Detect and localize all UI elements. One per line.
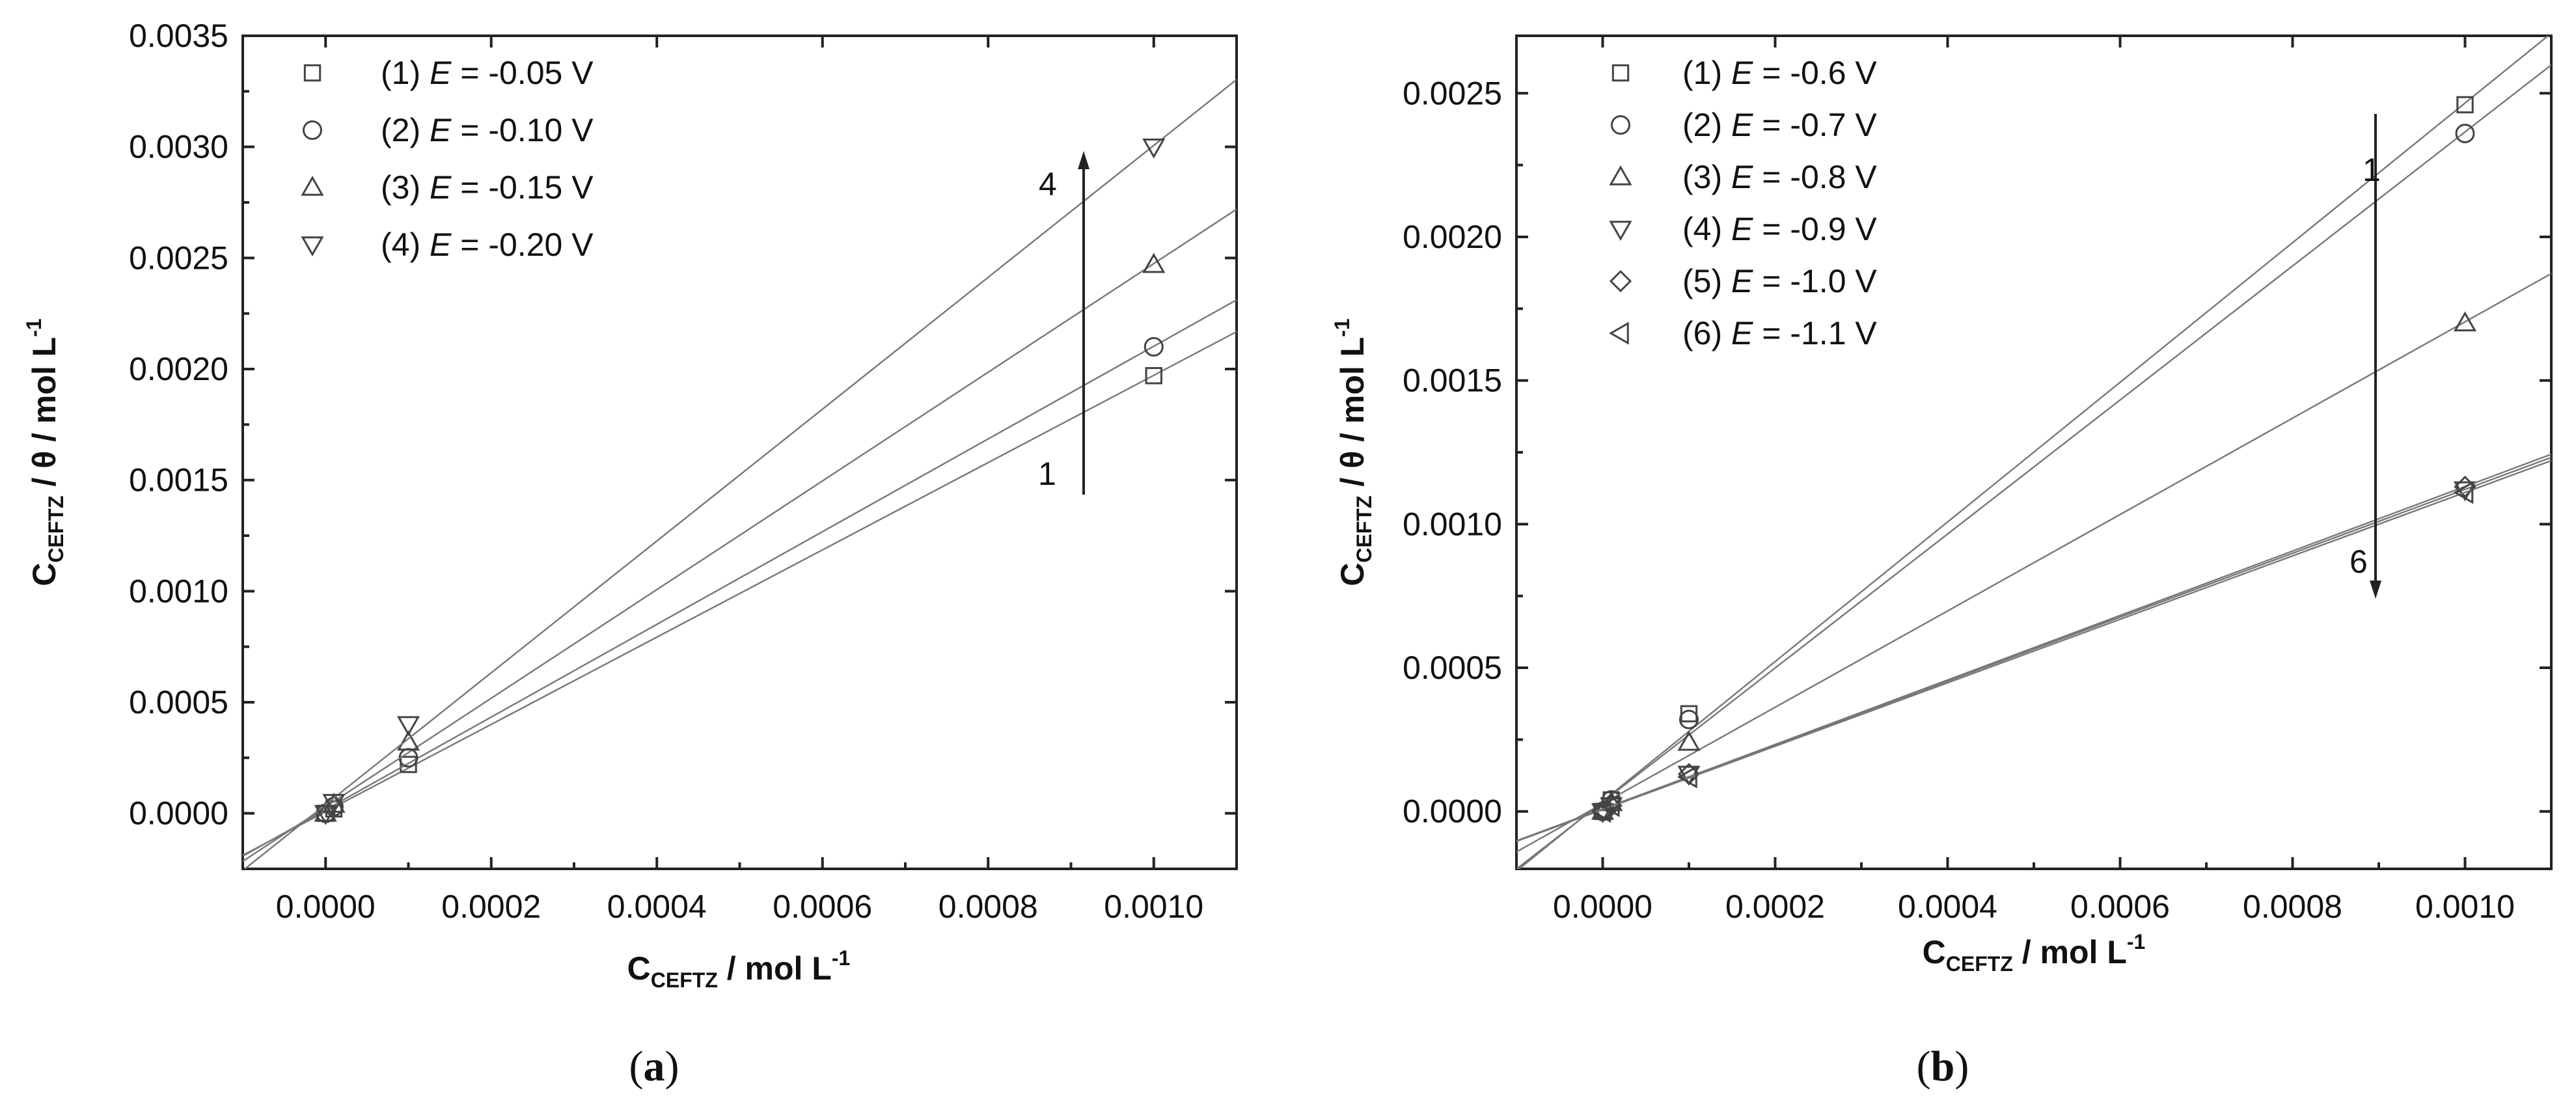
y-tick-label: 0.0025	[129, 240, 228, 276]
panel-label: (a)	[629, 1043, 679, 1090]
legend-marker-3	[1609, 165, 1632, 185]
y-tick-label: 0.0035	[129, 18, 228, 54]
fit-line-1	[243, 331, 1237, 856]
arrow-label-bottom: 6	[2350, 543, 2368, 580]
legend-marker-5	[1609, 269, 1632, 293]
x-tick-label: 0.0010	[2415, 888, 2515, 925]
legend-entry-2: (2) E = -0.7 V	[1682, 107, 1877, 143]
data-point-s4	[322, 793, 346, 814]
y-axis-title: CCEFTZ / θ / mol L-1	[22, 318, 68, 586]
y-tick-label: 0.0005	[1403, 650, 1502, 686]
fit-line-4	[243, 79, 1237, 869]
x-tick-label: 0.0008	[939, 888, 1038, 925]
legend-marker-2	[303, 120, 322, 140]
data-point-s2	[1144, 336, 1164, 357]
panel-label: (b)	[1917, 1043, 1969, 1090]
y-tick-label: 0.0000	[1403, 793, 1502, 830]
arrow-label-top: 4	[1039, 166, 1057, 202]
legend-marker-1	[1611, 64, 1630, 82]
fit-line-1	[1518, 36, 2550, 869]
fit-line-3	[1516, 273, 2551, 853]
x-tick-label: 0.0008	[2243, 888, 2342, 925]
data-point-s1	[2456, 96, 2474, 114]
arrow-label-bottom: 1	[1038, 456, 1056, 492]
fit-line-3	[243, 208, 1237, 862]
panel-b: 0.0000 0.0002 0.0004 0.0006 0.0008 0.0010 0.00…	[1330, 34, 2553, 1090]
legend-entry-1: (1) E = -0.6 V	[1682, 55, 1877, 91]
data-point-s3	[396, 730, 420, 751]
arrow-label-top: 1	[2363, 152, 2381, 188]
fit-line-5	[1516, 453, 2551, 842]
x-tick-label: 0.0000	[1553, 888, 1652, 925]
legend-entry-3: (3) E = -0.15 V	[381, 169, 594, 206]
data-point-s4	[1142, 138, 1166, 159]
legend-entry-6: (6) E = -1.1 V	[1682, 315, 1877, 351]
legend-entry-3: (3) E = -0.8 V	[1682, 159, 1877, 195]
legend-entry-1: (1) E = -0.05 V	[381, 55, 594, 91]
data-point-s6	[1599, 794, 1620, 817]
legend-marker-3	[301, 175, 324, 196]
data-point-s6	[2453, 481, 2474, 504]
legend-marker-4	[301, 236, 324, 257]
y-tick-label: 0.0000	[129, 795, 228, 832]
y-tick-label: 0.0015	[1403, 363, 1502, 399]
x-axis-title: CCEFTZ / mol L-1	[1923, 930, 2146, 976]
data-point-s4	[396, 716, 420, 737]
panel-a: 0.0000 0.0002 0.0004 0.0006 0.0008 0.0010 0.00…	[22, 18, 1238, 1090]
data-point-s1	[1145, 367, 1162, 385]
legend-entry-4: (4) E = -0.9 V	[1682, 211, 1877, 247]
y-tick-label: 0.0010	[129, 573, 228, 609]
x-tick-label: 0.0002	[441, 888, 541, 925]
legend-entry-5: (5) E = -1.0 V	[1682, 263, 1877, 299]
y-tick-label: 0.0020	[1403, 219, 1502, 255]
plot-area	[1516, 36, 2551, 869]
trend-arrow-head	[2370, 581, 2381, 599]
legend-marker-6	[1608, 322, 1629, 345]
x-tick-label: 0.0010	[1104, 888, 1203, 925]
y-tick-label: 0.0020	[129, 351, 228, 387]
legend-marker-2	[1611, 115, 1630, 135]
data-point-s2	[1679, 709, 1699, 730]
plot-frame	[241, 34, 1238, 870]
legend-marker-1	[303, 64, 322, 82]
data-point-s3	[1677, 730, 1701, 751]
x-tick-label: 0.0004	[607, 888, 707, 925]
legend-marker-4	[1609, 221, 1632, 241]
fit-line-2	[1516, 64, 2551, 869]
x-axis-title: CCEFTZ / mol L-1	[627, 946, 851, 992]
x-tick-label: 0.0006	[2070, 888, 2170, 925]
y-tick-label: 0.0005	[129, 684, 228, 720]
legend-entry-4: (4) E = -0.20 V	[381, 226, 594, 263]
fit-line-6	[1516, 459, 2551, 842]
y-axis-title: CCEFTZ / θ / mol L-1	[1330, 318, 1376, 586]
y-tick-label: 0.0015	[129, 462, 228, 499]
y-tick-label: 0.0025	[1403, 75, 1502, 111]
x-tick-label: 0.0002	[1725, 888, 1825, 925]
data-point-s2	[2455, 124, 2475, 144]
y-tick-label: 0.0030	[129, 129, 228, 165]
x-tick-label: 0.0004	[1898, 888, 1997, 925]
fit-line-2	[243, 299, 1237, 857]
data-point-s3	[1142, 253, 1166, 273]
trend-arrow-head	[1078, 151, 1089, 169]
y-tick-label: 0.0010	[1403, 506, 1502, 542]
x-tick-label: 0.0000	[276, 888, 376, 925]
data-point-s4	[314, 804, 337, 825]
plot-area	[243, 79, 1237, 869]
data-point-s6	[1677, 765, 1697, 789]
x-tick-label: 0.0006	[773, 888, 872, 925]
data-point-s1	[400, 756, 417, 773]
data-point-s3	[2453, 311, 2477, 332]
legend-entry-2: (2) E = -0.10 V	[381, 112, 594, 148]
